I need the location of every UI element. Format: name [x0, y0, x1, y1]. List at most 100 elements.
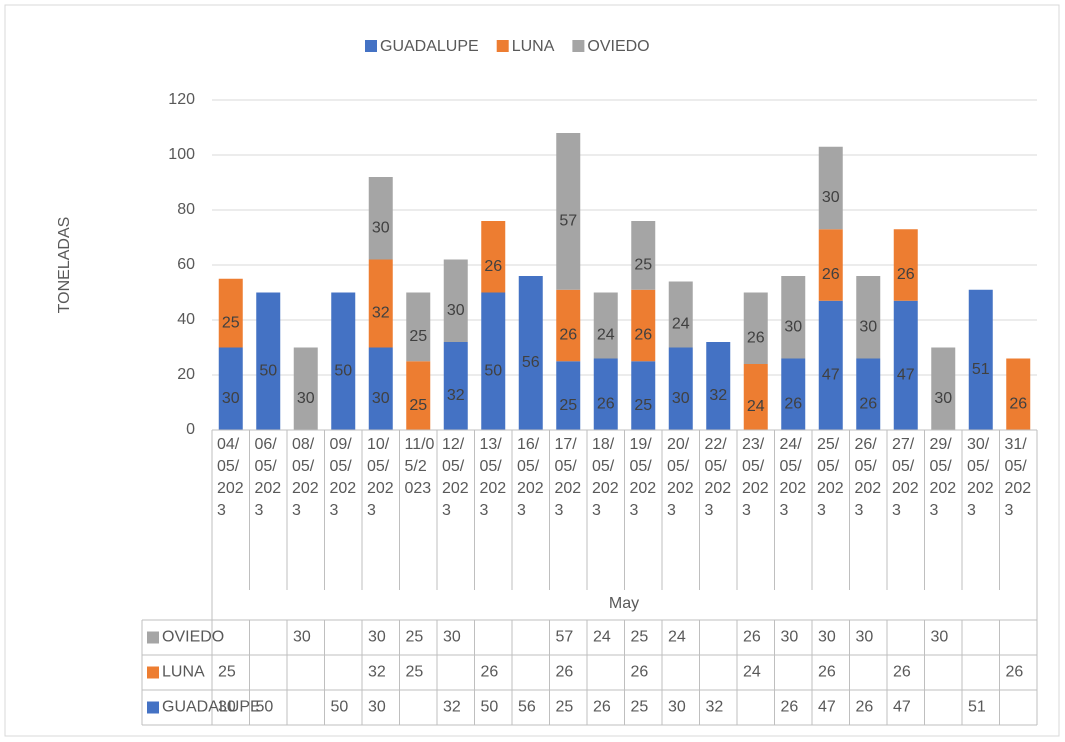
data-label: 24 [672, 316, 690, 333]
y-tick-label: 20 [177, 366, 195, 383]
table-cell: 30 [443, 629, 461, 646]
bar-segment [668, 281, 693, 348]
table-cell: 26 [556, 664, 574, 681]
bar-segment [893, 300, 918, 430]
data-label: 51 [972, 361, 990, 378]
data-label: 47 [897, 367, 915, 384]
data-label: 25 [409, 397, 427, 414]
bar-segment [406, 361, 431, 430]
x-tick-label: 24/05/2023 [779, 436, 807, 519]
data-label: 57 [559, 213, 577, 230]
table-cell: 51 [968, 699, 986, 716]
bar-segment [406, 292, 431, 362]
data-label: 25 [222, 314, 240, 331]
bar-segment [818, 146, 843, 230]
table-cell: 26 [781, 699, 799, 716]
x-tick-label: 04/05/2023 [217, 436, 244, 519]
y-tick-label: 80 [177, 201, 195, 218]
bar-segment [218, 347, 243, 430]
x-tick-label: 27/05/2023 [892, 436, 919, 519]
table-row-label: GUADALUPE [162, 699, 261, 716]
x-tick-label: 11/05/2023 [404, 436, 435, 497]
bar-segment [293, 347, 318, 430]
table-cell: 30 [668, 699, 686, 716]
table-cell: 25 [556, 699, 574, 716]
bar-segment [743, 292, 768, 364]
data-label: 30 [672, 390, 690, 407]
bar-segment [593, 358, 618, 430]
table-cell: 50 [331, 699, 349, 716]
bar-segment [368, 347, 393, 430]
bar-segment [481, 292, 506, 430]
data-label: 56 [522, 354, 540, 371]
x-tick-label: 08/05/2023 [292, 436, 319, 519]
y-tick-label: 40 [177, 311, 195, 328]
data-label: 32 [372, 305, 390, 322]
data-label: 25 [409, 328, 427, 345]
table-swatch [147, 701, 159, 714]
bar-segment [706, 342, 731, 430]
data-label: 47 [822, 367, 840, 384]
table-cell: 26 [893, 664, 911, 681]
x-tick-label: 09/05/2023 [329, 436, 357, 519]
bar-segment [668, 347, 693, 430]
table-cell: 26 [631, 664, 649, 681]
table-cell: 30 [293, 629, 311, 646]
data-label: 25 [559, 397, 577, 414]
bar-segment [518, 276, 543, 430]
table-cell: 26 [1006, 664, 1024, 681]
x-tick-label: 10/05/2023 [367, 436, 394, 519]
table-cell: 50 [256, 699, 274, 716]
x-tick-label: 18/05/2023 [592, 436, 619, 519]
x-tick-label: 31/05/2023 [1004, 436, 1032, 519]
table-cell: 30 [368, 699, 386, 716]
table-cell: 50 [481, 699, 499, 716]
table-cell: 24 [668, 629, 686, 646]
y-tick-label: 0 [186, 421, 195, 438]
table-cell: 32 [706, 699, 724, 716]
bar-segment [931, 347, 956, 430]
table-cell: 25 [631, 629, 649, 646]
data-label: 32 [447, 387, 465, 404]
x-tick-label: 25/05/2023 [817, 436, 844, 519]
bar-segment [968, 289, 993, 430]
table-cell: 56 [518, 699, 536, 716]
table-cell: 57 [556, 629, 574, 646]
data-label: 25 [634, 257, 652, 274]
table-cell: 47 [893, 699, 911, 716]
table-cell: 30 [781, 629, 799, 646]
bar-segment [556, 133, 581, 290]
data-label: 50 [334, 362, 352, 379]
data-label: 26 [1009, 395, 1027, 412]
data-label: 26 [747, 329, 765, 346]
data-label: 50 [259, 362, 277, 379]
table-swatch [147, 666, 159, 679]
x-tick-label: 13/05/2023 [479, 436, 507, 519]
legend-label: OVIEDO [587, 38, 649, 55]
bar-segment [856, 276, 881, 359]
x-tick-label: 19/05/2023 [629, 436, 657, 519]
table-cell: 32 [368, 664, 386, 681]
table-cell: 30 [931, 629, 949, 646]
table-cell: 25 [218, 664, 236, 681]
x-tick-label: 12/05/2023 [442, 436, 469, 519]
bar-segment [856, 358, 881, 430]
data-label: 30 [859, 318, 877, 335]
y-tick-label: 120 [168, 91, 195, 108]
table-cell: 26 [743, 629, 761, 646]
table-cell: 24 [593, 629, 611, 646]
table-swatch [147, 631, 159, 644]
data-label: 30 [934, 390, 952, 407]
data-label: 26 [822, 266, 840, 283]
group-label: May [609, 595, 639, 612]
bar-segment [556, 289, 581, 362]
x-tick-label: 30/05/2023 [967, 436, 994, 519]
table-cell: 30 [818, 629, 836, 646]
x-tick-label: 29/05/2023 [929, 436, 957, 519]
data-label: 26 [784, 395, 802, 412]
legend-swatch [365, 40, 377, 52]
bar-segment [368, 177, 393, 260]
bar-segment [331, 292, 356, 430]
